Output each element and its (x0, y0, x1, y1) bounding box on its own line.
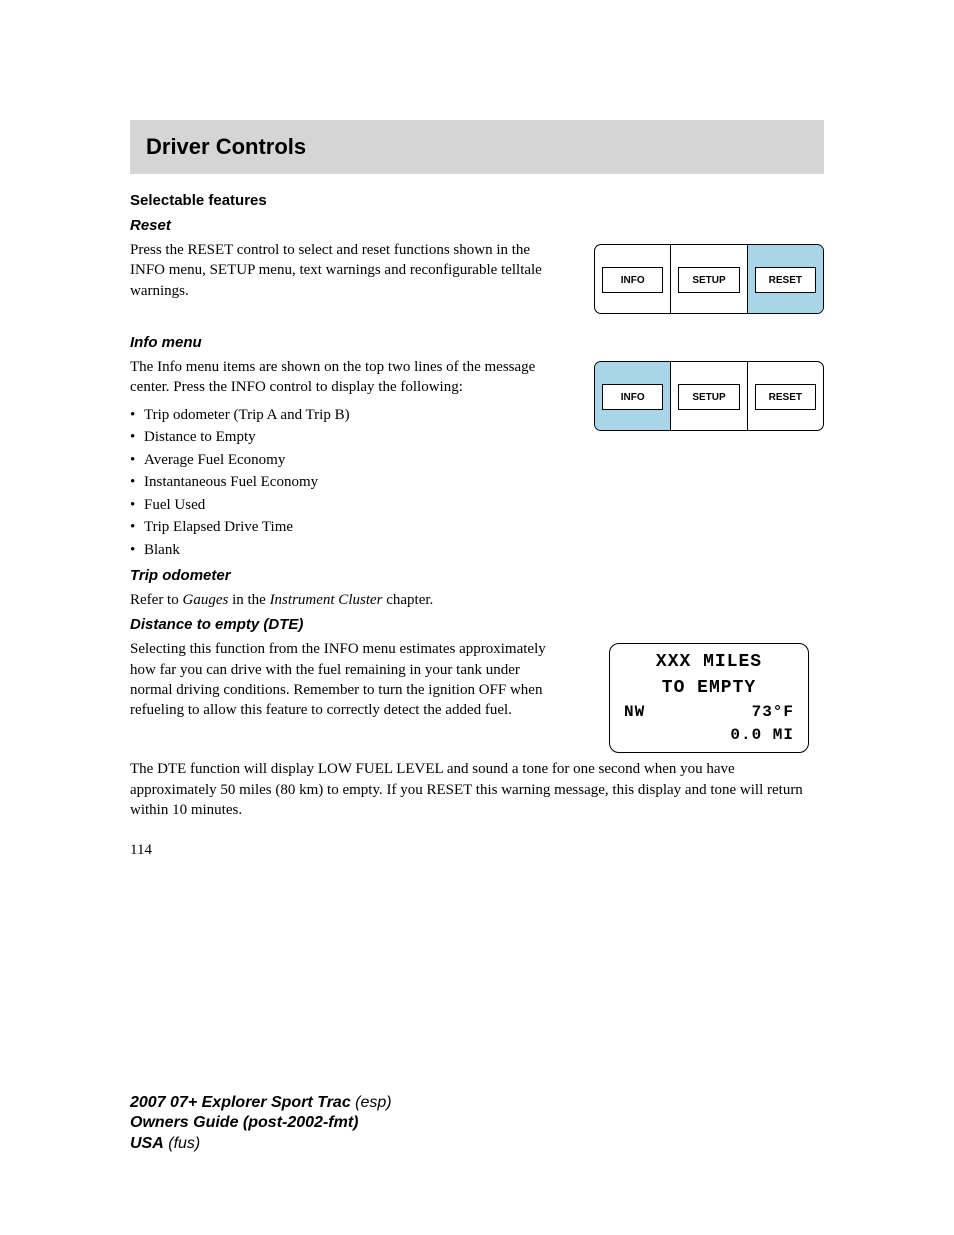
reset-button[interactable]: RESET (755, 267, 816, 293)
text: Refer to (130, 592, 182, 608)
chapter-ref: Instrument Cluster (270, 592, 383, 608)
setup-button-cell: SETUP (671, 245, 747, 313)
info-menu-body: The Info menu items are shown on the top… (130, 357, 564, 398)
section-header: Driver Controls (130, 120, 824, 174)
button-panel-reset: INFO SETUP RESET (594, 244, 824, 314)
lcd-temperature: 73°F (752, 703, 794, 721)
footer-region: USA (130, 1135, 164, 1152)
trip-odometer-body: Refer to Gauges in the Instrument Cluste… (130, 590, 824, 610)
page-title: Driver Controls (146, 134, 808, 160)
selectable-features-heading: Selectable features (130, 192, 824, 209)
lcd-distance: 0.0 MI (624, 726, 794, 744)
info-menu-heading: Info menu (130, 334, 824, 351)
gauges-ref: Gauges (182, 592, 228, 608)
info-button[interactable]: INFO (602, 384, 663, 410)
lcd-compass: NW (624, 703, 645, 721)
reset-button[interactable]: RESET (755, 384, 816, 410)
list-item: Average Fuel Economy (144, 449, 564, 472)
list-item: Fuel Used (144, 494, 564, 517)
text: chapter. (382, 592, 433, 608)
footer-code2: (fus) (168, 1135, 200, 1152)
text: in the (228, 592, 269, 608)
footer-code1: (esp) (355, 1094, 391, 1111)
button-panel-info: INFO SETUP RESET (594, 361, 824, 431)
reset-button-cell: RESET (748, 362, 823, 430)
list-item: Trip odometer (Trip A and Trip B) (144, 404, 564, 427)
trip-odometer-heading: Trip odometer (130, 567, 824, 584)
list-item: Distance to Empty (144, 426, 564, 449)
reset-body: Press the RESET control to select and re… (130, 240, 564, 301)
reset-heading: Reset (130, 217, 824, 234)
reset-button-cell: RESET (748, 245, 823, 313)
lcd-line1: XXX MILES (624, 652, 794, 672)
list-item: Trip Elapsed Drive Time (144, 516, 564, 539)
lcd-line2: TO EMPTY (624, 678, 794, 698)
footer: 2007 07+ Explorer Sport Trac (esp) Owner… (130, 1093, 392, 1155)
info-button-cell: INFO (595, 362, 671, 430)
footer-guide: Owners Guide (post-2002-fmt) (130, 1114, 358, 1131)
list-item: Instantaneous Fuel Economy (144, 471, 564, 494)
info-menu-list: Trip odometer (Trip A and Trip B) Distan… (130, 404, 564, 562)
dte-body-1: Selecting this function from the INFO me… (130, 639, 564, 720)
dte-heading: Distance to empty (DTE) (130, 616, 824, 633)
lcd-display: XXX MILES TO EMPTY NW 73°F 0.0 MI (609, 643, 809, 753)
setup-button[interactable]: SETUP (678, 384, 739, 410)
info-button[interactable]: INFO (602, 267, 663, 293)
dte-body-2: The DTE function will display LOW FUEL L… (130, 759, 824, 820)
setup-button[interactable]: SETUP (678, 267, 739, 293)
info-button-cell: INFO (595, 245, 671, 313)
list-item: Blank (144, 539, 564, 562)
setup-button-cell: SETUP (671, 362, 747, 430)
page-number: 114 (130, 842, 824, 859)
footer-vehicle: 2007 07+ Explorer Sport Trac (130, 1094, 351, 1111)
